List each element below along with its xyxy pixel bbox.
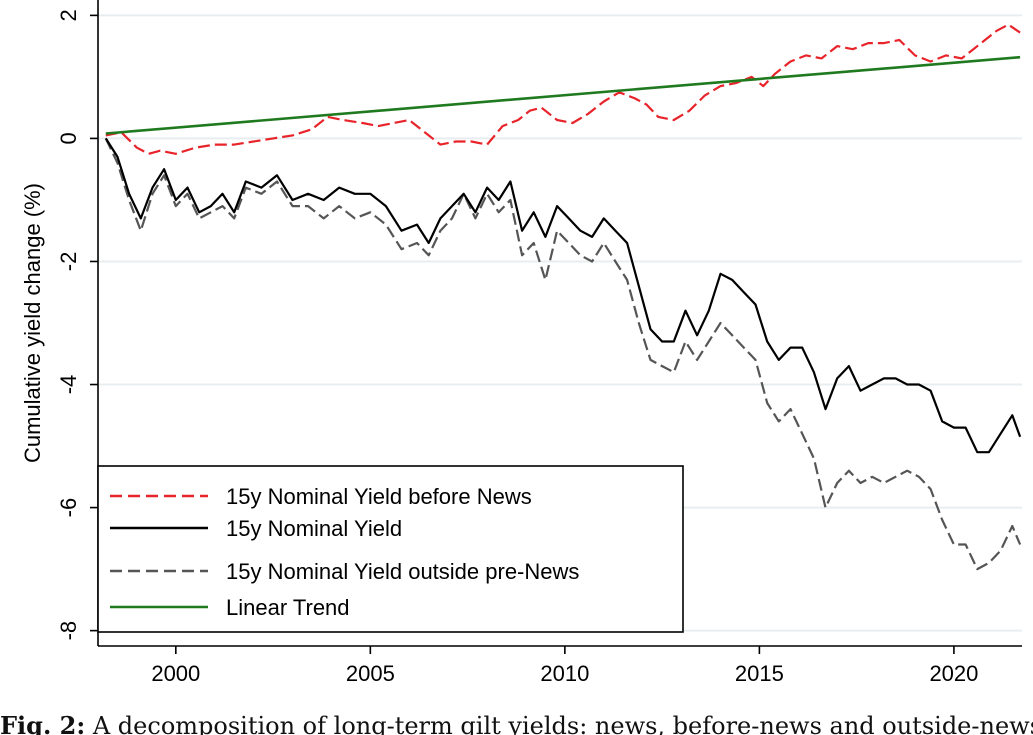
y-tick-label-2: -2 [56,252,81,272]
x-tick-label-0: 2000 [151,661,200,686]
legend-label-1: 15y Nominal Yield [226,516,402,541]
figure-caption: Fig. 2: A decomposition of long-term gil… [0,711,1033,735]
series-line-3 [105,55,1021,135]
series-line-1 [104,137,1022,454]
series-lines [104,23,1022,571]
y-tick-label-3: -4 [56,375,81,395]
y-tick-label-1: 0 [56,132,81,144]
y-axis-label: Cumulative yield change (%) [20,183,45,463]
y-tick-label-0: 2 [56,9,81,21]
caption-label: Fig. 2: [0,711,85,735]
legend-label-3: Linear Trend [226,595,350,620]
y-tick-label-4: -6 [56,498,81,518]
x-tick-label-1: 2005 [346,661,395,686]
x-tick-label-4: 2020 [929,661,978,686]
y-tick-label-5: -8 [56,621,81,641]
series-line-0 [105,23,1021,155]
legend-label-2: 15y Nominal Yield outside pre-News [226,559,579,584]
x-tick-label-2: 2010 [540,661,589,686]
legend: 15y Nominal Yield before News 15y Nominal… [97,465,684,633]
series-line-2 [104,137,1022,571]
x-tick-label-3: 2015 [735,661,784,686]
legend-label-0: 15y Nominal Yield before News [226,484,532,509]
caption-body: A decomposition of long-term gilt yields… [85,712,1033,735]
legend-box [97,465,684,633]
